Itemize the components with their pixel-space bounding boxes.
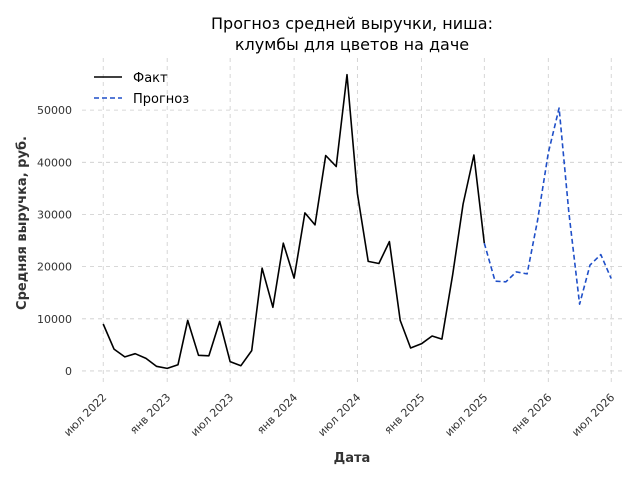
x-tick-label: июл 2025 bbox=[442, 391, 490, 439]
series-line-forecast bbox=[483, 107, 612, 306]
legend: Факт Прогноз bbox=[94, 71, 189, 107]
grid bbox=[82, 58, 622, 384]
chart-title-line-1: Прогноз средней выручки, ниша: bbox=[211, 14, 493, 33]
y-tick-label: 20000 bbox=[37, 261, 72, 274]
y-tick-label: 0 bbox=[65, 365, 72, 378]
y-axis-ticks: 0 10000 20000 30000 40000 50000 bbox=[37, 104, 72, 378]
series-line-fact bbox=[102, 73, 486, 370]
x-tick-label: июл 2023 bbox=[188, 391, 236, 439]
series-lines bbox=[102, 73, 612, 370]
x-axis-ticks: июл 2022 янв 2023 июл 2023 янв 2024 июл 2024… bbox=[61, 391, 617, 439]
y-tick-label: 10000 bbox=[37, 313, 72, 326]
x-tick-label: июл 2024 bbox=[315, 391, 363, 439]
x-tick-label: июл 2026 bbox=[569, 391, 617, 439]
x-tick-label: янв 2023 bbox=[127, 391, 173, 437]
x-tick-label: янв 2024 bbox=[254, 391, 300, 437]
chart-title-line-2: клумбы для цветов на даче bbox=[235, 35, 469, 54]
y-tick-label: 30000 bbox=[37, 208, 72, 221]
x-tick-label: янв 2025 bbox=[382, 391, 428, 437]
y-tick-label: 50000 bbox=[37, 104, 72, 117]
legend-label-fact: Факт bbox=[133, 71, 168, 86]
x-tick-label: июл 2022 bbox=[61, 391, 109, 439]
legend-label-forecast: Прогноз bbox=[133, 92, 189, 107]
x-axis-label: Дата bbox=[334, 451, 371, 466]
y-tick-label: 40000 bbox=[37, 156, 72, 169]
x-tick-label: янв 2026 bbox=[509, 391, 555, 437]
y-axis-label: Средняя выручка, руб. bbox=[15, 136, 30, 310]
